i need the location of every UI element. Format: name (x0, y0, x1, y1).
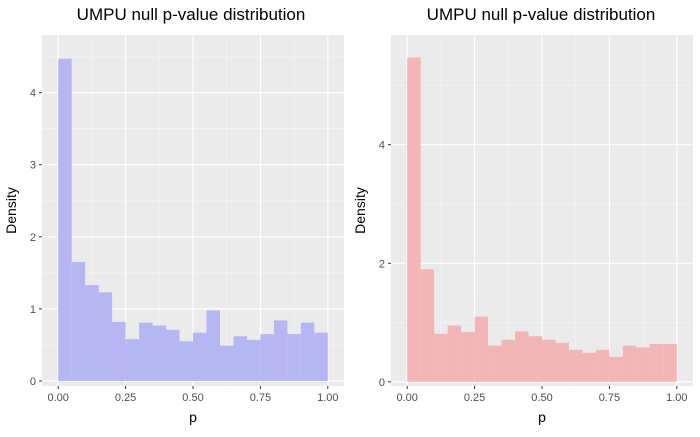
histogram-bar (58, 58, 72, 381)
histogram-bar (663, 343, 677, 382)
histogram-bar (568, 349, 583, 382)
histogram-bar (85, 285, 99, 381)
histogram-bar (112, 321, 126, 381)
histogram-bar (125, 339, 140, 381)
x-tick-label: 1.00 (666, 392, 687, 404)
x-tick-label: 0.00 (47, 392, 68, 404)
histogram-bar (474, 316, 489, 382)
histogram-bar (636, 347, 650, 382)
histogram-bar (233, 336, 247, 381)
histogram-bar (501, 339, 516, 382)
histogram-bar (166, 329, 180, 381)
x-tick-label: 0.25 (115, 392, 136, 404)
y-tick-label: 4 (379, 140, 385, 152)
histogram-bar (152, 325, 167, 381)
x-axis-label: p (538, 409, 546, 425)
x-tick-label: 0.50 (531, 392, 552, 404)
chart-title: UMPU null p-value distribution (77, 5, 306, 24)
histogram-bar (542, 339, 556, 382)
histogram-bar (260, 334, 274, 381)
x-tick-label: 0.75 (599, 392, 620, 404)
histogram-bar (407, 57, 421, 382)
y-axis-label: Density (3, 187, 19, 234)
x-tick-label: 1.00 (317, 392, 338, 404)
y-tick-label: 2 (379, 258, 385, 270)
chart-title: UMPU null p-value distribution (427, 5, 656, 24)
y-tick-label: 4 (30, 88, 36, 100)
histogram-bar (206, 310, 220, 381)
histogram-bar (609, 356, 623, 382)
histogram-bar (287, 334, 301, 381)
histogram-bar (71, 262, 86, 381)
histogram-bar (246, 339, 261, 381)
histogram-bar (300, 322, 315, 381)
y-tick-label: 0 (30, 376, 36, 388)
histogram-bar (98, 292, 113, 381)
chart-panel-1: 0.00 0.25 0.50 0.75 1.00 0 1 2 3 4 UMPU null p-val… (3, 5, 344, 425)
histogram-bar (273, 320, 288, 381)
histogram-bar (528, 336, 542, 382)
histogram-bar (179, 341, 193, 381)
x-axis-label: p (189, 409, 197, 425)
histogram-bar (515, 331, 529, 382)
histogram-bar (555, 342, 569, 382)
y-axis-label: Density (352, 187, 368, 234)
histogram-bar (649, 343, 664, 382)
y-tick-label: 1 (30, 304, 36, 316)
x-tick-label: 0.75 (250, 392, 271, 404)
chart-panel-2: 0.00 0.25 0.50 0.75 1.00 0 2 4 UMPU null p-value… (352, 5, 693, 425)
y-tick-label: 3 (30, 160, 36, 172)
histogram-bar (582, 352, 596, 382)
histogram-bar (314, 332, 328, 381)
y-tick-label: 0 (379, 377, 385, 389)
histogram-bar (488, 345, 502, 382)
histogram-bar (420, 269, 435, 382)
histogram-bar (434, 333, 448, 382)
histogram-bar (447, 325, 462, 382)
x-tick-label: 0.50 (182, 392, 203, 404)
histogram-bar (595, 349, 610, 382)
y-tick-label: 2 (30, 232, 36, 244)
x-tick-label: 0.00 (396, 392, 417, 404)
histogram-bar (139, 322, 153, 381)
histogram-bar (219, 345, 234, 381)
x-tick-label: 0.25 (464, 392, 485, 404)
histogram-bar (193, 332, 207, 381)
histogram-bar (461, 332, 475, 382)
histogram-bar (622, 345, 637, 382)
